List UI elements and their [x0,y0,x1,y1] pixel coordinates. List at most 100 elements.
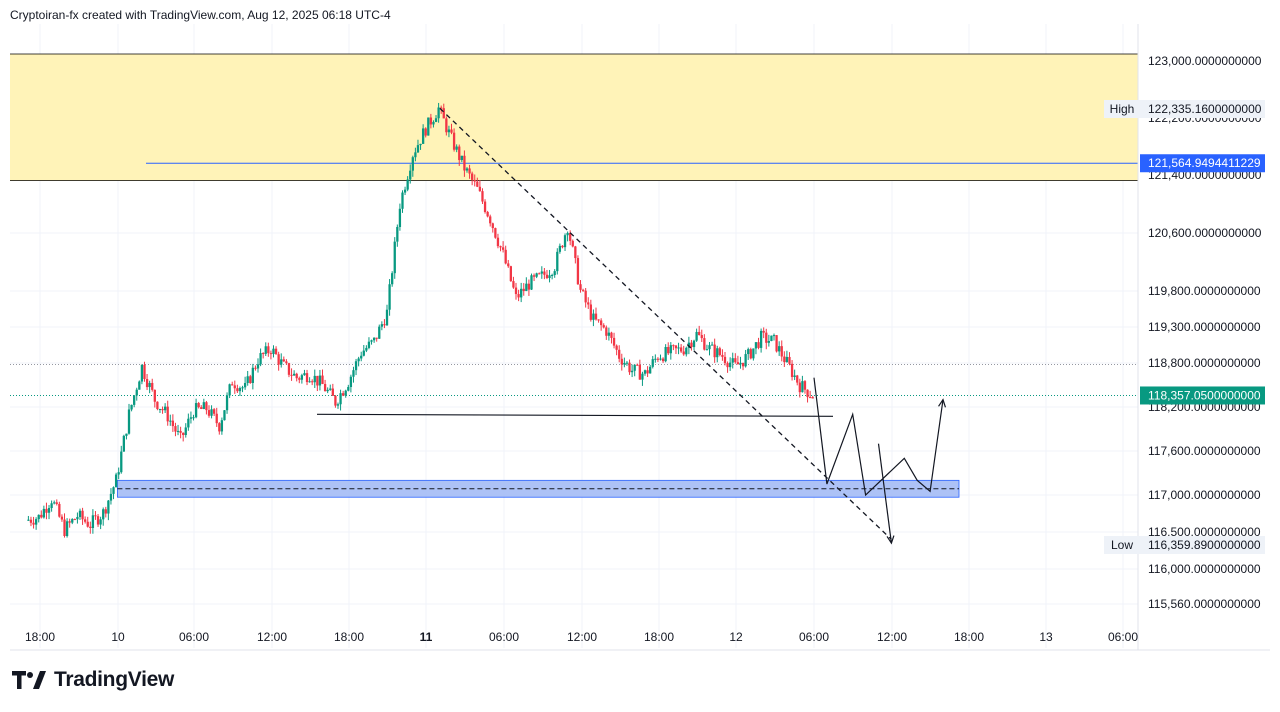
candle-body [393,241,396,274]
candle [223,410,226,421]
candle [40,510,43,519]
candle [610,331,613,344]
candle [29,516,33,527]
candle-body [99,519,102,525]
candle-body [133,395,136,405]
candle [143,361,146,382]
candle-body [496,237,500,247]
candle-body [169,420,172,422]
candle-body [71,519,74,523]
candle [729,357,732,371]
candle-body [801,381,804,393]
candle [365,345,368,353]
candle-body [558,245,562,252]
candle-body [401,192,404,209]
candle-body [409,170,412,180]
candle [589,299,592,322]
candle-body [89,526,92,528]
candle [339,389,342,411]
candle [548,269,551,283]
candle [133,395,136,408]
candle-body [458,146,461,161]
level-price-tag[interactable]: 121,564.9494411229 [1140,154,1265,173]
candle-body [597,319,600,321]
candle [538,272,541,275]
candle-body [445,118,448,133]
candle-body [605,327,608,336]
candle-body [661,358,665,362]
candle-body [251,367,254,384]
y-axis[interactable]: 123,000.0000000000122,200.0000000000121,… [1137,24,1262,650]
candle-body [718,348,721,355]
candle [380,321,383,331]
candle-body [646,370,649,374]
high-price-tag[interactable]: High 122,335.1600000000 [1104,100,1265,118]
candle [256,358,260,373]
candle-body [437,107,440,119]
candle [81,507,84,525]
candle [558,243,562,254]
low-price-tag[interactable]: Low 116,359.8900000000 [1104,536,1265,554]
candle-body [744,354,747,367]
candle-body [138,381,141,390]
candle [107,500,110,521]
candle-body [236,388,239,392]
candle [391,271,394,287]
candle-body [790,363,794,377]
candle-body [316,375,319,386]
candle-body [254,367,257,369]
candle-body [243,382,247,388]
candle [140,364,144,385]
candle [120,445,123,474]
candle [135,387,138,401]
candle [96,514,100,527]
candle [682,345,685,356]
candle-body [716,348,719,358]
candle [664,344,667,363]
projection-alt-arrowhead [886,535,895,545]
candle-body [468,168,471,174]
projection-alt-path[interactable] [877,443,892,544]
candle-body [287,363,291,375]
candle-body [587,302,590,305]
candle-body [571,240,574,247]
candle-body [339,393,342,405]
candle [215,407,218,427]
candle-body [525,283,528,292]
candle-body [507,263,510,267]
chart-zones [10,53,1138,498]
candle-body [703,338,706,350]
candle [58,501,61,518]
candle-body [509,266,512,282]
candle [171,414,175,432]
candle-body [633,364,636,371]
candle-body [53,502,56,504]
candle-body [698,331,701,336]
horizontal-support-line[interactable] [316,413,834,417]
candle [649,364,652,374]
candle-body [372,337,376,341]
candle [783,351,786,367]
candle-body [615,345,618,350]
candle [403,186,407,196]
candle [628,359,631,375]
candle-body [398,208,402,227]
x-axis[interactable]: 18:00 10 06:00 12:00 18:00 11 06:00 12:00 18:00 1… [10,630,1270,651]
candle-body [344,390,347,396]
projection-path[interactable] [813,377,944,497]
candle-body [532,275,536,277]
chart-attribution: Cryptoiran-fx created with TradingView.c… [10,8,391,22]
current-price-tag[interactable]: 118,357.0500000000 [1140,386,1265,405]
candle [416,139,420,153]
candle [520,282,523,303]
candle [424,127,427,138]
resistance-zone[interactable] [10,54,1138,181]
tradingview-logo[interactable]: TradingView [12,668,174,692]
candle [700,329,703,343]
candle-body [210,409,213,416]
candle [473,174,476,187]
candle [362,344,365,357]
candle-body [323,383,327,392]
candle-series [27,102,814,538]
